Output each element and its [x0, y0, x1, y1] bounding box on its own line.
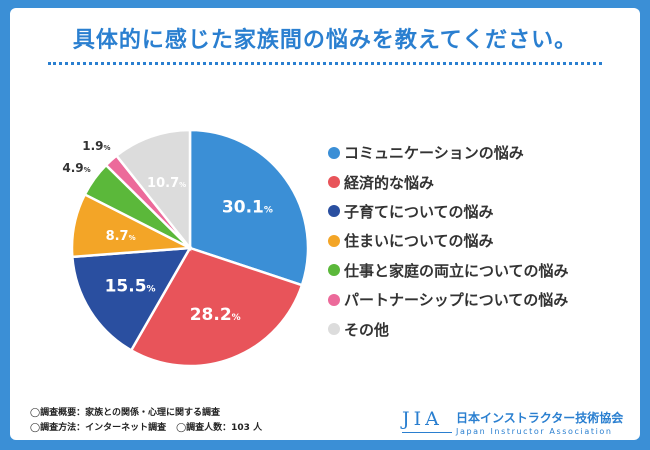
legend-label: その他	[344, 320, 390, 339]
chart-card: 具体的に感じた家族間の悩みを教えてください。 30.1% 28.2% 15.5% 8.…	[10, 8, 640, 440]
legend-item: その他	[328, 314, 569, 343]
jia-logo-mark: JIA	[402, 408, 443, 430]
pie-slice	[70, 246, 193, 353]
chart-title: 具体的に感じた家族間の悩みを教えてください。	[72, 28, 578, 53]
organization-name-en: Japan Instructor Association	[456, 427, 613, 436]
slice-value-label: 8.7%	[106, 229, 136, 244]
legend-swatch	[328, 146, 340, 159]
legend-swatch	[328, 323, 340, 336]
legend-item: コミュニケーションの悩み	[328, 138, 569, 167]
survey-overview: ◯調査概要：家族との関係・心理に関する調査	[30, 408, 220, 418]
slice-value-label: 15.5%	[105, 277, 156, 297]
slice-value-label: 30.1%	[222, 198, 273, 218]
survey-notes: ◯調査概要：家族との関係・心理に関する調査 ◯調査方法：インターネット調査 ◯調査…	[30, 406, 262, 436]
legend-label: パートナーシップについての悩み	[344, 291, 569, 310]
legend-item: 経済的な悩み	[328, 167, 569, 196]
title-divider	[48, 62, 602, 65]
legend-item: 子育てについての悩み	[328, 197, 569, 226]
pie-slice	[114, 128, 192, 252]
legend-swatch	[328, 264, 340, 277]
slice-value-label: 4.9%	[62, 161, 90, 175]
legend-swatch	[328, 176, 340, 189]
slice-value-label: 28.2%	[190, 305, 241, 325]
slice-value-label: 10.7%	[147, 176, 186, 191]
legend-label: 住まいについての悩み	[344, 232, 494, 251]
legend-swatch	[328, 205, 340, 218]
chart-legend: コミュニケーションの悩み 経済的な悩み子育てについての悩み 住まいについての悩み仕事…	[328, 138, 569, 344]
legend-label: 経済的な悩み	[344, 173, 435, 192]
slice-value-label: 1.9%	[82, 139, 110, 153]
legend-label: 子育てについての悩み	[344, 202, 494, 221]
legend-swatch	[328, 234, 340, 247]
pie-slice	[188, 128, 310, 287]
legend-item: 仕事と家庭の両立についての悩み	[328, 256, 569, 285]
legend-item: パートナーシップについての悩み	[328, 285, 569, 314]
survey-method: ◯調査方法：インターネット調査	[30, 423, 167, 433]
legend-item: 住まいについての悩み	[328, 226, 569, 255]
pie-chart: 30.1% 28.2% 15.5% 8.7% 4.9% 1.9% 10.7%	[62, 128, 310, 368]
survey-respondents: ◯調査人数：103 人	[176, 423, 263, 433]
logo-underline	[402, 432, 452, 433]
legend-label: コミュニケーションの悩み	[344, 144, 524, 163]
organization-name: 日本インストラクター技術協会	[456, 411, 624, 425]
legend-label: 仕事と家庭の両立についての悩み	[344, 261, 569, 280]
legend-swatch	[328, 293, 340, 306]
organization-logo: JIA 日本インストラクター技術協会 Japan Instructor Asso…	[402, 406, 632, 442]
